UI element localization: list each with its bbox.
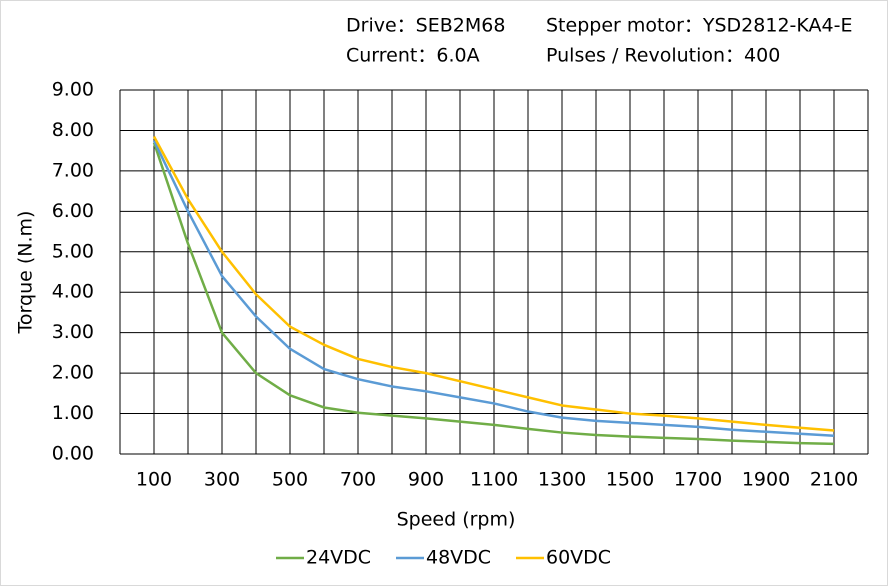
x-tick-label: 1300 [538, 469, 586, 491]
y-tick-label: 3.00 [52, 321, 94, 343]
header-text: Stepper motor：YSD2812-KA4-E [546, 15, 852, 37]
x-tick-label: 500 [272, 469, 308, 491]
y-tick-label: 4.00 [52, 281, 94, 303]
x-axis-label: Speed (rpm) [397, 509, 516, 531]
x-tick-label: 2100 [810, 469, 858, 491]
header-text: Pulses / Revolution：400 [546, 45, 780, 67]
legend-label: 48VDC [426, 547, 491, 569]
x-tick-label: 1100 [470, 469, 518, 491]
series-line [152, 140, 835, 438]
y-tick-label: 0.00 [52, 443, 94, 465]
y-tick-label: 6.00 [52, 200, 94, 222]
header-text: Drive：SEB2M68 [346, 15, 505, 37]
y-tick-label: 1.00 [52, 402, 94, 424]
series-line [152, 142, 835, 446]
y-tick-label: 5.00 [52, 240, 94, 262]
series-line [152, 135, 835, 432]
x-tick-label: 1700 [674, 469, 722, 491]
y-axis-label: Torque (N.m) [15, 211, 37, 335]
x-tick-label: 1500 [606, 469, 654, 491]
legend-label: 24VDC [306, 547, 371, 569]
x-tick-label: 300 [204, 469, 240, 491]
y-tick-label: 7.00 [52, 159, 94, 181]
header-text: Current：6.0A [346, 45, 480, 67]
y-tick-label: 9.00 [52, 79, 94, 101]
y-tick-label: 2.00 [52, 362, 94, 384]
x-tick-label: 100 [136, 469, 172, 491]
x-tick-label: 1900 [742, 469, 790, 491]
legend-label: 60VDC [546, 547, 611, 569]
x-tick-label: 900 [408, 469, 444, 491]
y-tick-label: 8.00 [52, 119, 94, 141]
x-tick-label: 700 [340, 469, 376, 491]
